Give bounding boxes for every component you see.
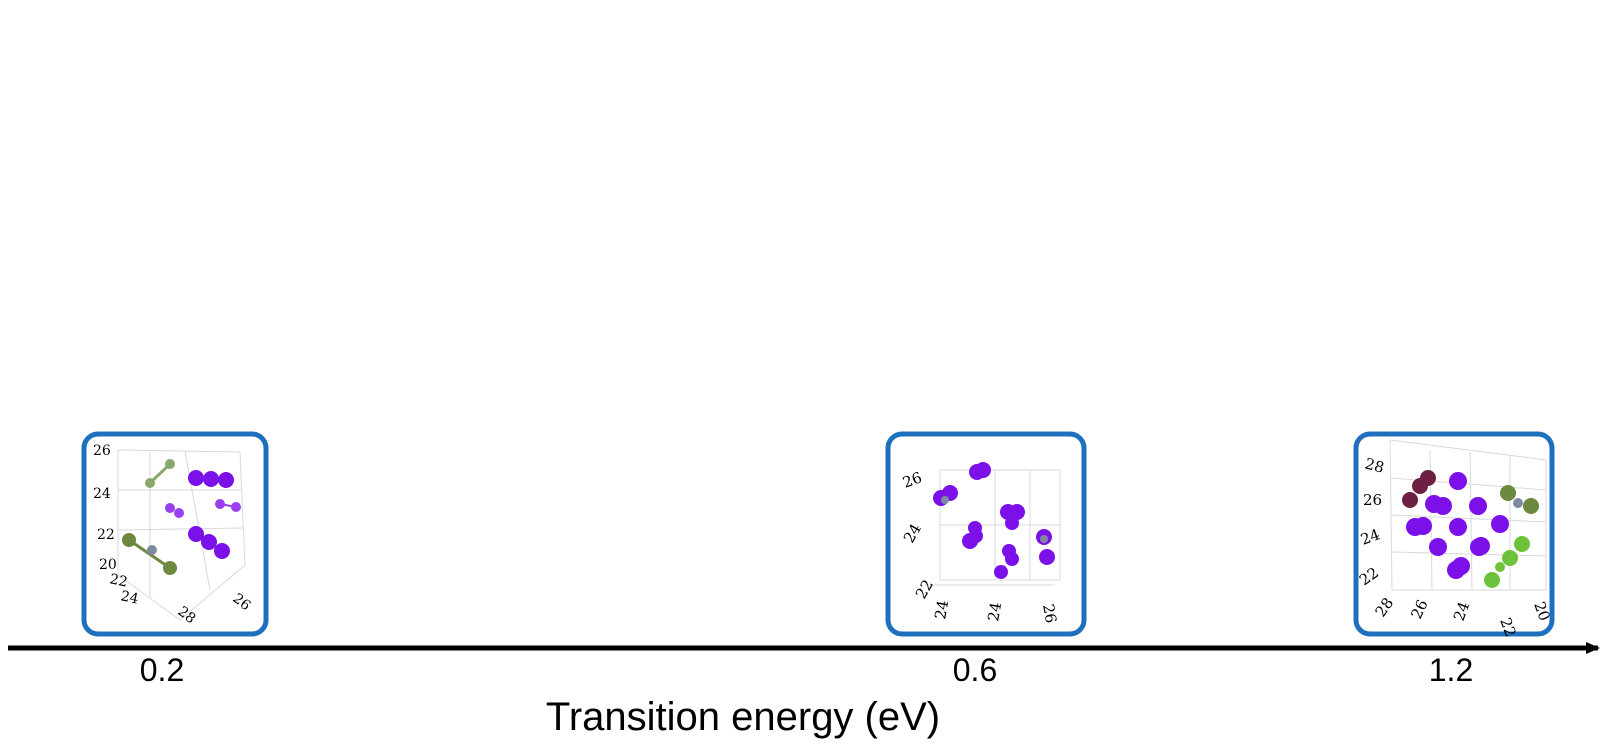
energy-tick-1-2: 1.2 bbox=[1428, 652, 1474, 688]
snapshot-0-6: 26 24 22 24 24 26 bbox=[885, 431, 1087, 637]
vertical-tick: 20 bbox=[99, 557, 117, 573]
vertical-tick: 24 bbox=[1358, 525, 1382, 548]
floor-tick: 24 bbox=[984, 601, 1005, 623]
atoms bbox=[1402, 470, 1539, 588]
snapshot-frame bbox=[885, 431, 1087, 637]
grid-lines bbox=[925, 469, 1061, 586]
grid-lines bbox=[117, 449, 246, 621]
floor-tick: 24 bbox=[1450, 599, 1473, 623]
axis-title: Transition energy (eV) bbox=[545, 695, 941, 739]
floor-tick: 20 bbox=[1530, 599, 1553, 623]
floor-tick: 26 bbox=[1039, 603, 1060, 625]
atoms bbox=[122, 459, 241, 575]
vertical-tick: 26 bbox=[900, 468, 924, 491]
vertical-tick: 22 bbox=[97, 527, 115, 543]
floor-tick: 22 bbox=[1496, 615, 1519, 639]
floor-tick: 22 bbox=[108, 571, 129, 590]
floor-tick: 24 bbox=[119, 588, 140, 607]
floor-tick: 24 bbox=[931, 599, 952, 621]
atoms bbox=[933, 462, 1055, 579]
snapshot-1-2: 28 26 24 22 28 26 24 22 20 bbox=[1353, 431, 1555, 639]
energy-tick-0-2: 0.2 bbox=[139, 652, 185, 688]
vertical-tick: 28 bbox=[1363, 454, 1386, 476]
vertical-tick: 26 bbox=[1363, 491, 1382, 509]
energy-tick-0-6: 0.6 bbox=[952, 652, 998, 688]
snapshot-0-2: 26 24 22 20 22 24 28 26 bbox=[81, 431, 269, 637]
vertical-tick: 24 bbox=[93, 486, 111, 502]
vertical-tick: 26 bbox=[93, 443, 111, 459]
